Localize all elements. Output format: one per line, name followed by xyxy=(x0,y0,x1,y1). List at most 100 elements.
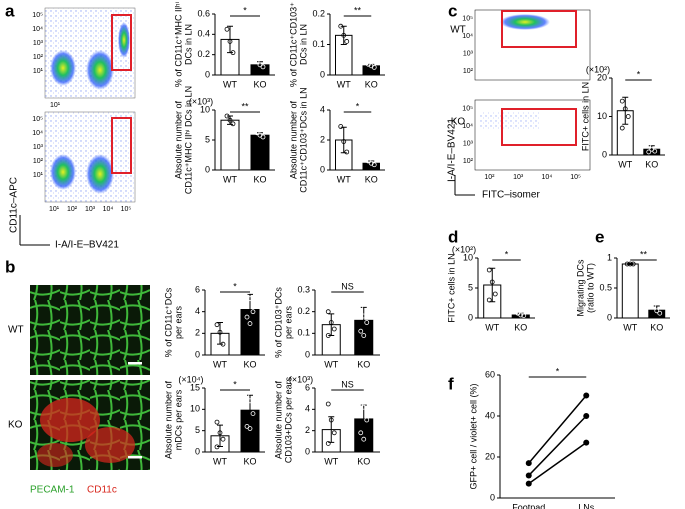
flow-tick: 10² xyxy=(33,54,44,61)
y-tick-label: 2 xyxy=(320,134,325,144)
data-point xyxy=(227,39,233,44)
y-axis-label: CD11c⁺MHC IIʰⁱ DCs in LN xyxy=(183,86,193,194)
multiplier: (×10²) xyxy=(452,244,476,254)
data-point xyxy=(365,158,371,164)
data-point xyxy=(224,26,230,32)
y-tick-label: 10 xyxy=(190,404,200,414)
y-tick-label: 6 xyxy=(305,382,310,392)
data-point xyxy=(217,430,223,436)
data-point xyxy=(358,430,364,436)
y-axis-label: CD103+DCs per ears xyxy=(283,376,293,463)
y-tick-label: 0 xyxy=(602,149,607,159)
data-point xyxy=(492,291,498,297)
significance-label: * xyxy=(356,101,360,111)
x-tick-label: WT xyxy=(223,79,237,89)
y-tick-label: 0.4 xyxy=(197,29,210,39)
y-tick-label: 10 xyxy=(597,111,607,121)
significance-label: ** xyxy=(354,5,362,15)
data-point xyxy=(341,32,347,38)
flow-tick: 10⁴ xyxy=(32,130,43,137)
y-tick-label: 10 xyxy=(200,104,210,114)
data-point xyxy=(244,314,250,320)
data-point xyxy=(583,392,590,399)
data-point xyxy=(247,321,253,326)
flow-tick: 10² xyxy=(67,206,78,213)
data-point xyxy=(525,472,532,479)
data-point xyxy=(358,401,364,407)
data-point xyxy=(486,267,492,273)
data-point xyxy=(344,149,350,155)
x-tick-label: WT xyxy=(485,322,499,332)
multiplier: (×10³) xyxy=(189,96,213,106)
flow-tick: 10³ xyxy=(463,51,474,58)
axis-label: CD11c–APC xyxy=(9,177,20,233)
data-point xyxy=(227,117,233,123)
panel-label: e xyxy=(595,227,604,246)
multiplier: (×10³) xyxy=(289,374,313,384)
flow-tick: 10³ xyxy=(33,144,44,151)
line xyxy=(528,442,587,485)
x-tick-label: KO xyxy=(357,359,370,369)
y-tick-label: 0 xyxy=(205,164,210,174)
y-tick-label: 4 xyxy=(305,404,310,414)
flow-tick: 10² xyxy=(484,174,495,181)
data-point xyxy=(214,322,220,328)
x-tick-label: WT xyxy=(623,322,637,332)
group-label: KO xyxy=(451,117,466,128)
flow-tick: 10¹ xyxy=(50,102,61,109)
data-point xyxy=(657,310,663,316)
group-label: KO xyxy=(8,420,23,431)
x-tick-label: Footpad xyxy=(512,502,545,509)
y-tick-label: 0 xyxy=(205,69,210,79)
data-point xyxy=(250,309,256,315)
data-point xyxy=(230,50,236,56)
line xyxy=(528,415,587,476)
y-tick-label: 0 xyxy=(305,349,310,359)
data-point xyxy=(654,308,660,314)
y-tick-label: 0 xyxy=(195,446,200,456)
data-point xyxy=(624,261,630,267)
data-point xyxy=(521,313,527,319)
flow-tick: 10² xyxy=(463,68,474,75)
significance-label: * xyxy=(637,69,641,79)
data-point xyxy=(328,417,334,423)
y-axis-label: Migrating DCs xyxy=(575,259,585,317)
y-tick-label: 4 xyxy=(195,306,200,316)
data-point xyxy=(361,404,367,410)
x-tick-label: KO xyxy=(253,79,266,89)
y-tick-label: 0 xyxy=(468,312,473,322)
flow-tick: 10⁵ xyxy=(121,206,132,213)
error-bar xyxy=(227,115,233,125)
data-point xyxy=(250,411,256,417)
flow-tick: 10¹ xyxy=(33,68,44,75)
data-point xyxy=(525,480,532,487)
y-tick-label: 0.1 xyxy=(297,328,310,338)
significance-label: NS xyxy=(341,281,354,291)
group-label: WT xyxy=(450,25,466,36)
y-tick-label: 0 xyxy=(607,312,612,322)
y-tick-label: 0 xyxy=(490,492,495,502)
flow-tick: 10² xyxy=(33,158,44,165)
bar xyxy=(220,119,240,171)
flow-tick: 10⁵ xyxy=(462,106,473,113)
data-point xyxy=(247,426,253,431)
axis-label: I-A/I-E–BV421 xyxy=(447,118,458,182)
line xyxy=(528,395,587,464)
data-point xyxy=(260,64,266,70)
y-tick-label: 20 xyxy=(597,72,607,82)
error-bar xyxy=(217,424,223,447)
data-point xyxy=(371,162,377,168)
flow-tick: 10¹ xyxy=(49,206,60,213)
x-tick-label: WT xyxy=(337,174,351,184)
y-tick-label: 20 xyxy=(485,451,495,461)
stain-label: PECAM-1 xyxy=(30,485,75,496)
y-tick-label: 0 xyxy=(320,164,325,174)
y-tick-label: 0.2 xyxy=(297,306,310,316)
flow-tick: 10⁵ xyxy=(32,116,43,123)
data-point xyxy=(646,149,652,155)
group-label: WT xyxy=(8,325,24,336)
flow-tick: 10⁵ xyxy=(462,16,473,23)
significance-label: * xyxy=(505,249,509,259)
y-axis-label: % of CD11c⁺CD103⁺ xyxy=(288,2,298,87)
x-tick-label: WT xyxy=(337,79,351,89)
